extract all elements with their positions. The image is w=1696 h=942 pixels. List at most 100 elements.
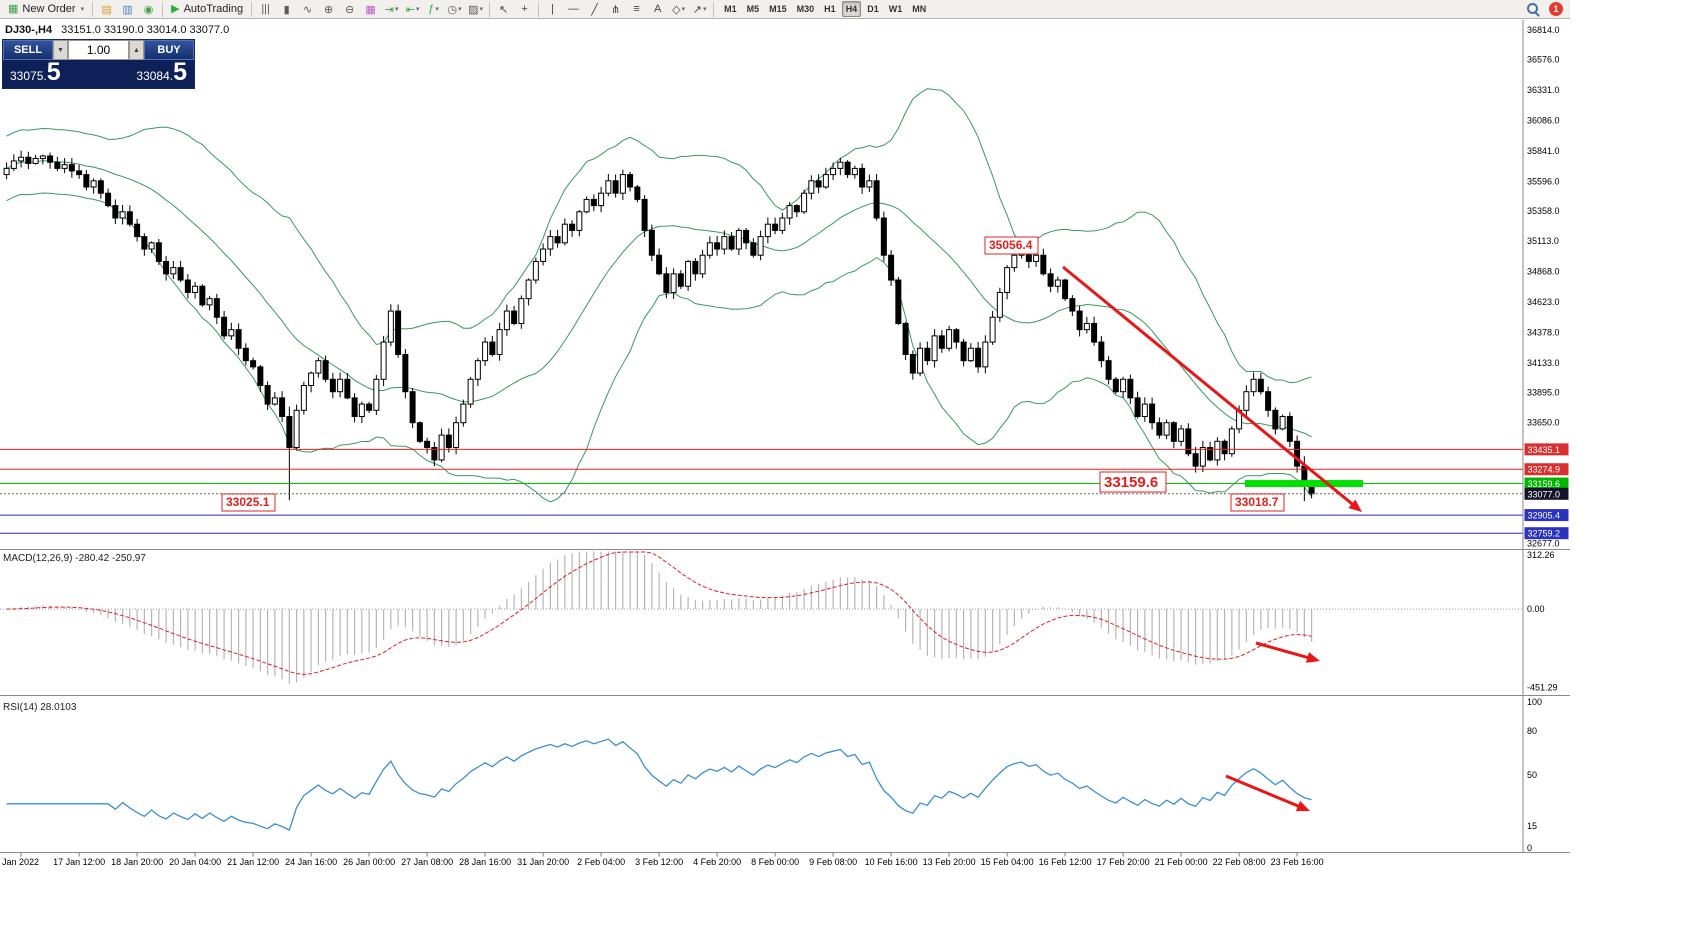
- trend-arrow-main[interactable]: [1062, 265, 1356, 508]
- indicators-icon[interactable]: ƒ ▾: [423, 1, 444, 17]
- horizontal-line-icon[interactable]: —: [563, 1, 584, 17]
- price-tick: 34378.0: [1527, 327, 1560, 337]
- sell-button[interactable]: SELL: [3, 40, 53, 60]
- trendline-icon[interactable]: ╱: [584, 1, 605, 17]
- signals-icon[interactable]: ◉: [138, 1, 159, 17]
- callout-box-33025.1[interactable]: [221, 493, 276, 512]
- timeframe-m1-button[interactable]: M1: [724, 4, 737, 14]
- sell-price-main: 33075.: [10, 69, 47, 83]
- macd-scale-0.00: 0.00: [1527, 604, 1545, 614]
- caret-down-icon: ▾: [681, 6, 686, 13]
- price-chart: 35056.4 33025.1 33159.6 33018.7 36814.0 36576…: [0, 20, 1570, 868]
- time-label: 4 Feb 20:00: [693, 857, 741, 867]
- market-watch-icon: ▤: [101, 3, 112, 16]
- templates-icon[interactable]: ▨ ▾: [465, 1, 486, 17]
- caret-down-icon: ▾: [702, 6, 707, 13]
- one-click-prices: 33075. 5 33084. 5: [3, 60, 194, 88]
- price-tick: 36331.0: [1527, 85, 1560, 95]
- periods-icon[interactable]: ◷ ▾: [444, 1, 465, 17]
- current-price-label: 33077.0: [1528, 489, 1561, 499]
- price-tick: 34133.0: [1527, 358, 1560, 368]
- candlestick-chart-icon: ▮: [283, 3, 290, 16]
- lot-decrease-button[interactable]: ▼: [53, 40, 68, 60]
- time-label: 26 Jan 00:00: [343, 857, 395, 867]
- candlestick-chart-icon[interactable]: ▮: [276, 1, 297, 17]
- callout-box-33018.7[interactable]: [1230, 493, 1285, 512]
- lot-increase-button[interactable]: ▲: [129, 40, 144, 60]
- macd-signal-line: [6, 551, 1312, 675]
- buy-price[interactable]: 33084. 5: [136, 60, 187, 85]
- fibonacci-icon[interactable]: ≡: [626, 1, 647, 17]
- timeframe-m30-button[interactable]: M30: [796, 4, 815, 14]
- timeframe-h4-button[interactable]: H4: [841, 1, 862, 17]
- trend-arrow-rsi[interactable]: [1225, 774, 1303, 809]
- zoom-in-icon[interactable]: ⊕: [318, 1, 339, 17]
- price-axis[interactable]: 36814.0 36576.0 36331.0 36086.0 35841.0 35596…: [1524, 25, 1569, 853]
- macd-histogram: [5, 551, 1313, 684]
- timeframe-m5-button[interactable]: M5: [746, 4, 760, 14]
- caret-down-icon: ▾: [80, 6, 85, 13]
- time-label: 31 Jan 20:00: [517, 857, 569, 867]
- search-icon[interactable]: [1525, 1, 1541, 17]
- callout-box-33159.6[interactable]: [1099, 471, 1167, 493]
- market-watch-icon[interactable]: ▤: [96, 1, 117, 17]
- periods-icon: ◷: [447, 3, 458, 16]
- price-tick: 36086.0: [1527, 116, 1560, 126]
- price-tick: 33895.0: [1527, 387, 1560, 397]
- andrews-pitchfork-icon[interactable]: ⋔: [605, 1, 626, 17]
- timeframe-mn-button[interactable]: MN: [912, 4, 927, 14]
- callout-box-35056.4[interactable]: [984, 236, 1039, 255]
- highlight-zone[interactable]: [1245, 480, 1363, 488]
- line-chart-icon[interactable]: ∿: [297, 1, 318, 17]
- axis-label-33274.9-box: [1524, 463, 1569, 476]
- rsi-line: [6, 738, 1312, 831]
- chart-window: 35056.4 33025.1 33159.6 33018.7 36814.0 36576…: [0, 20, 1570, 871]
- time-axis[interactable]: Jan 2022 17 Jan 12:00 18 Jan 20:00 20 Jan 0…: [2, 852, 1324, 868]
- new-order-button[interactable]: ▦ New Order ▾: [3, 1, 89, 17]
- toolbar-separator: [713, 1, 715, 17]
- time-label: 18 Jan 20:00: [111, 857, 163, 867]
- time-label: 8 Feb 00:00: [751, 857, 799, 867]
- vertical-line-icon[interactable]: |: [542, 1, 563, 17]
- price-tick: 35358.0: [1527, 206, 1560, 216]
- caret-down-icon: ▾: [458, 6, 462, 13]
- notifications-badge[interactable]: 1: [1549, 2, 1563, 16]
- price-tick: 35841.0: [1527, 146, 1560, 156]
- time-label: 21 Feb 00:00: [1155, 857, 1208, 867]
- trend-arrow-macd[interactable]: [1255, 641, 1312, 661]
- timeframe-h1-button[interactable]: H1: [824, 4, 836, 14]
- lot-size-input[interactable]: [68, 40, 129, 60]
- tile-windows-icon[interactable]: ▦: [360, 1, 381, 17]
- text-icon[interactable]: A: [647, 1, 668, 17]
- arrows-icon[interactable]: ↗ ▾: [689, 1, 710, 17]
- auto-scroll-icon[interactable]: ⇥ ▾: [381, 1, 402, 17]
- buy-price-main: 33084.: [136, 69, 174, 83]
- indicators-icon: ƒ: [428, 3, 435, 15]
- sell-price[interactable]: 33075. 5: [10, 58, 61, 86]
- toolbar-separator: [538, 1, 540, 17]
- cursor-icon[interactable]: ↖: [493, 1, 514, 17]
- fibonacci-icon: ≡: [633, 3, 640, 15]
- sell-price-big-digit: 5: [46, 58, 61, 86]
- trend-arrows[interactable]: [1062, 265, 1362, 812]
- zoom-out-icon[interactable]: ⊖: [339, 1, 360, 17]
- timeframe-w1-button[interactable]: W1: [888, 4, 903, 14]
- new-order-icon: ▦: [8, 3, 19, 15]
- autotrading-button[interactable]: ▶ AutoTrading: [166, 1, 248, 17]
- triangle-up-icon: ▲: [133, 46, 140, 54]
- bar-chart-icon[interactable]: |||: [255, 1, 276, 17]
- axis-label-33159.6-box: [1524, 477, 1569, 490]
- timeframe-d1-button[interactable]: D1: [867, 4, 879, 14]
- timeframe-m15-button[interactable]: M15: [769, 4, 787, 14]
- callout-text-33159.6: 33159.6: [1104, 474, 1158, 491]
- chart-shift-icon[interactable]: ⇤ ▾: [402, 1, 423, 17]
- shapes-icon[interactable]: ◇ ▾: [668, 1, 689, 17]
- buy-button[interactable]: BUY: [144, 40, 194, 60]
- data-window-icon[interactable]: ▥: [117, 1, 138, 17]
- price-callouts[interactable]: 35056.4 33025.1 33159.6 33018.7: [221, 236, 1285, 512]
- axis-label-32905.4: 32905.4: [1528, 511, 1561, 521]
- time-label: 13 Feb 20:00: [923, 857, 976, 867]
- crosshair-icon[interactable]: +: [514, 1, 535, 17]
- ohlc-values: 33151.0 33190.0 33014.0 33077.0: [61, 24, 230, 36]
